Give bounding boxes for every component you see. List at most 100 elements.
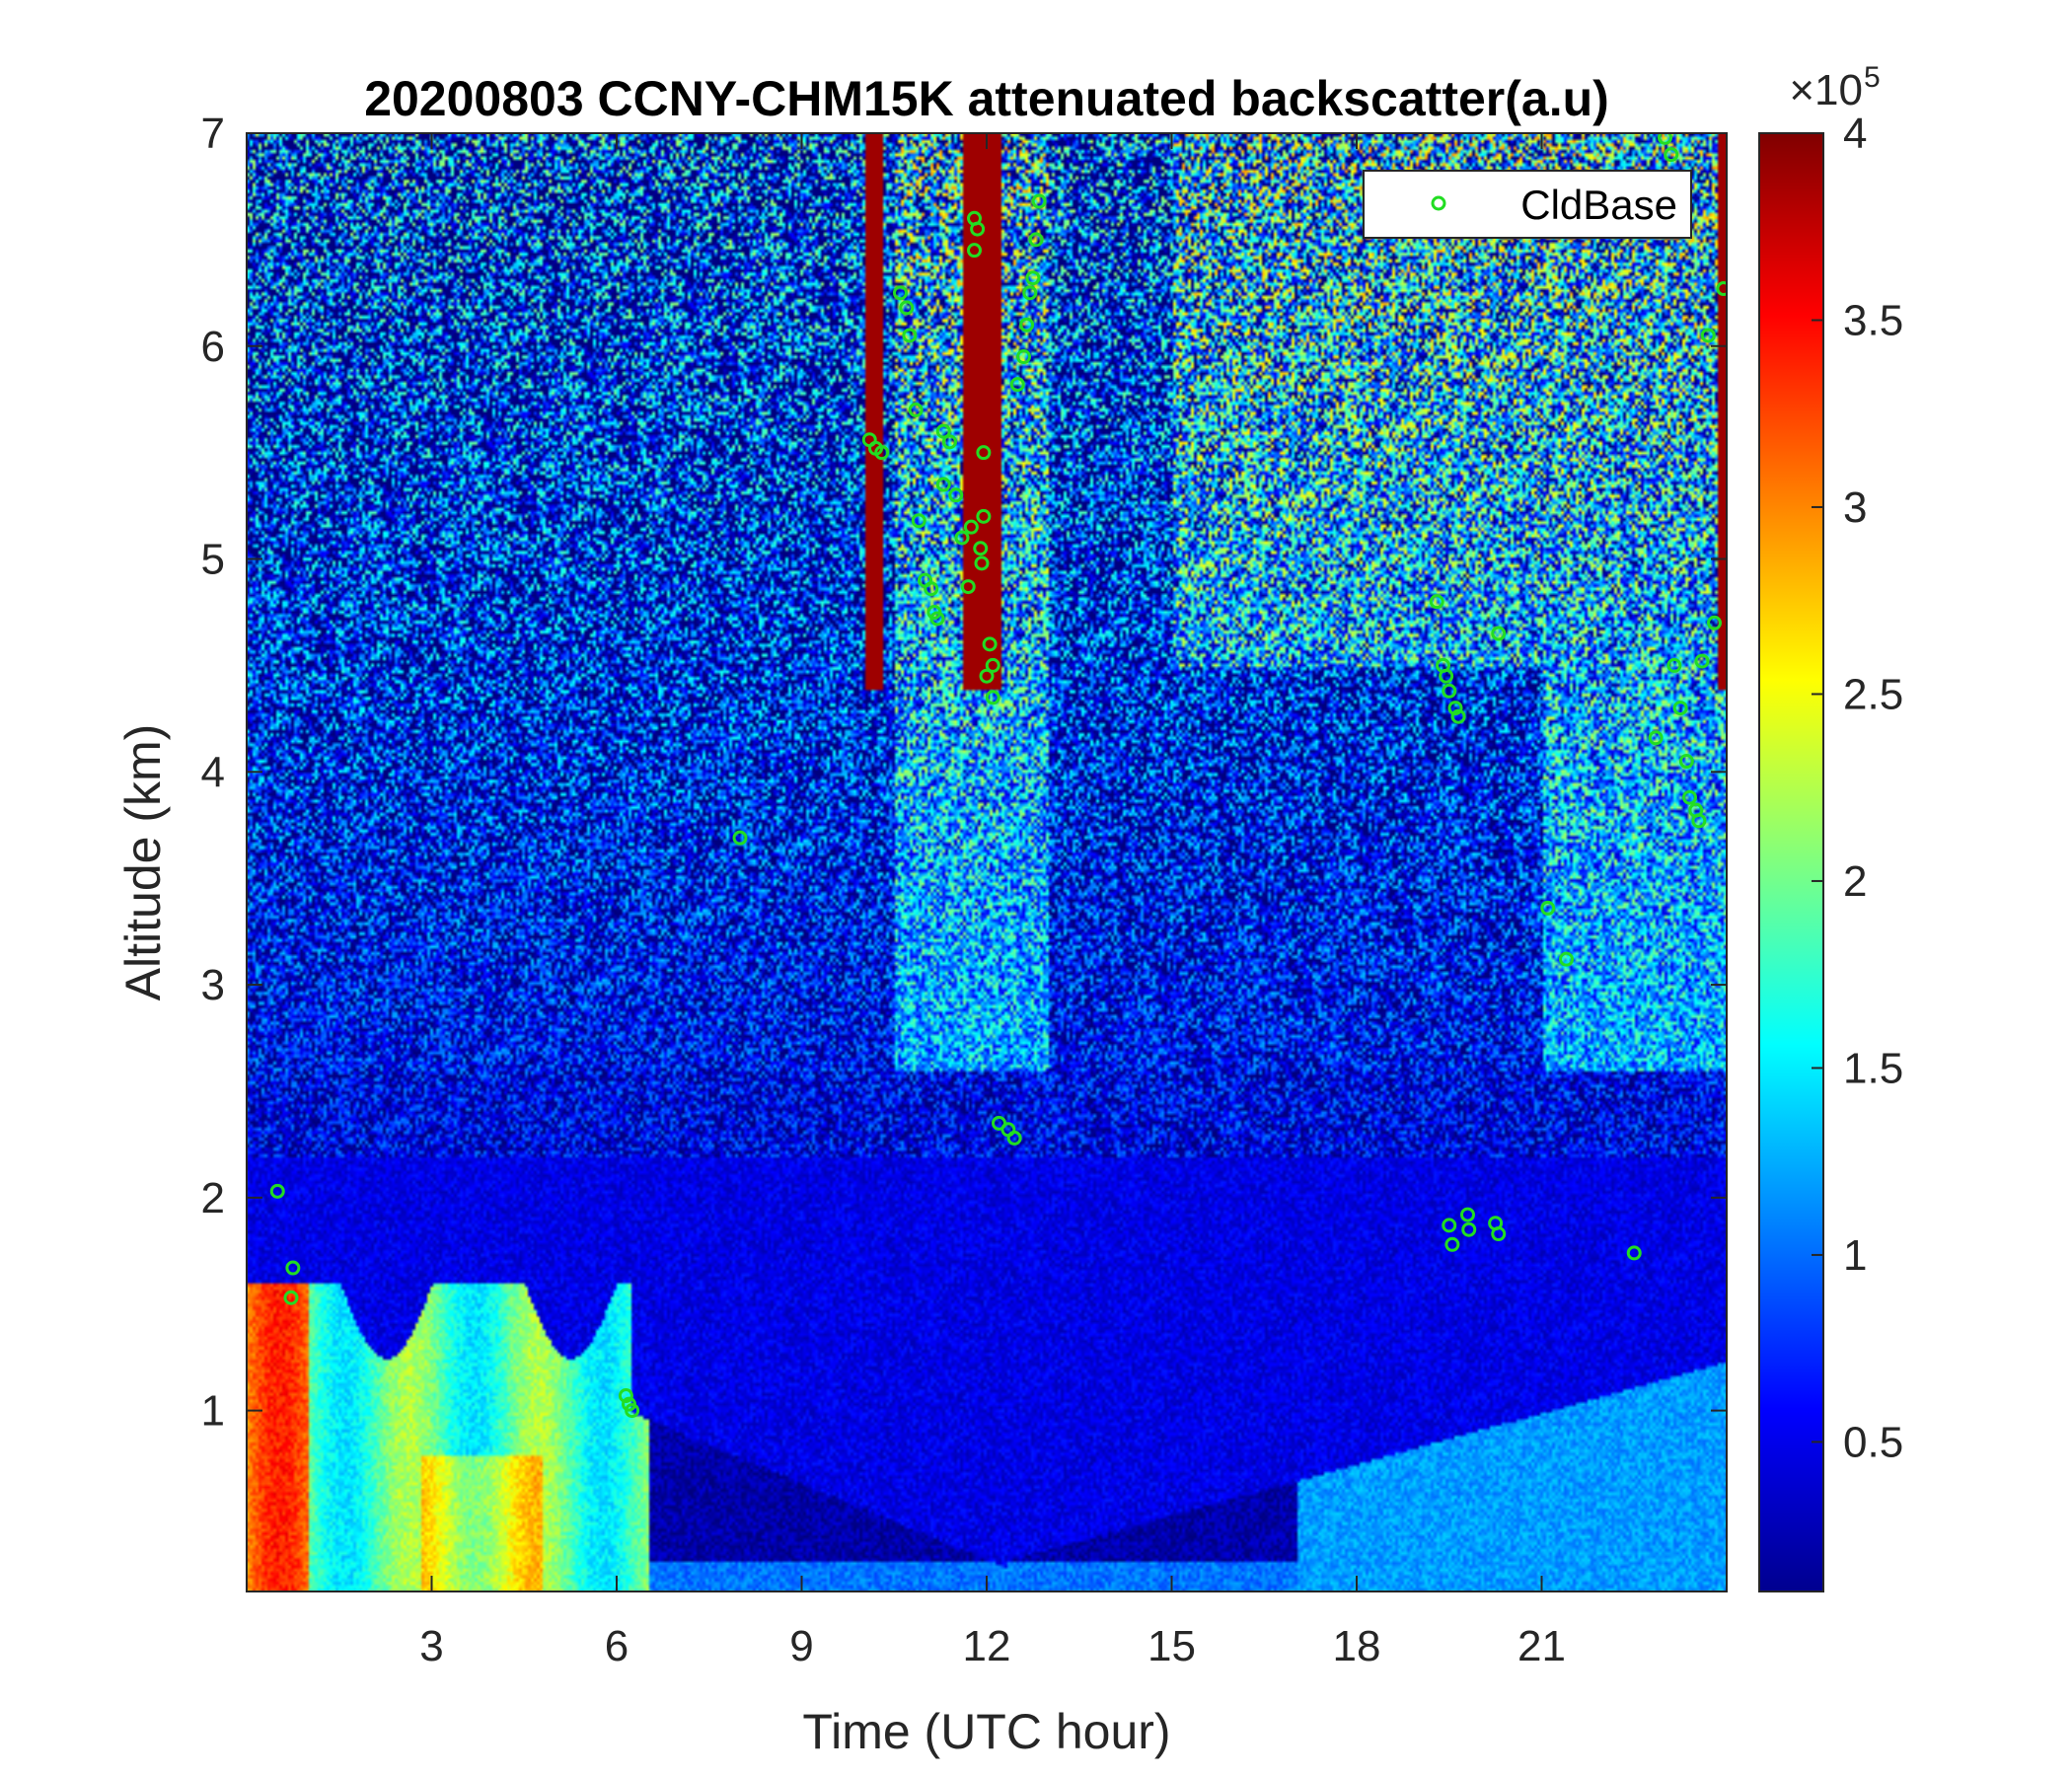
cldbase-marker <box>1491 626 1507 641</box>
x-tick-label: 9 <box>789 1622 813 1670</box>
cldbase-marker <box>1694 653 1710 669</box>
backscatter-heatmap <box>247 133 1727 1591</box>
cldbase-marker <box>924 581 939 597</box>
legend-marker-icon <box>1431 195 1446 211</box>
colorbar: 0.5 1 1.5 2 2.5 3 3.5 4 ×10 5 <box>1758 61 1903 1592</box>
colorbar-exponent-label: ×10 <box>1789 66 1863 114</box>
cldbase-marker <box>1442 683 1457 699</box>
cldbase-marker <box>1691 813 1707 829</box>
cldbase-marker <box>911 513 926 529</box>
cldbase-marker <box>979 668 995 684</box>
cldbase-marker <box>283 1290 299 1305</box>
cldbase-marker <box>1658 133 1672 145</box>
y-tick-label: 1 <box>201 1387 225 1436</box>
cldbase-marker <box>874 445 890 461</box>
cldbase-marker <box>1009 377 1025 393</box>
cldbase-marker <box>1006 1130 1022 1146</box>
colorbar-ticks: 0.5 1 1.5 2 2.5 3 3.5 4 <box>1812 110 1903 1466</box>
colorbar-tick-label: 1 <box>1843 1231 1867 1280</box>
cldbase-marker <box>963 519 979 535</box>
cldbase-marker <box>1682 789 1697 805</box>
colorbar-tick-label: 0.5 <box>1843 1418 1903 1466</box>
colorbar-tick-label: 4 <box>1843 110 1867 158</box>
cldbase-marker <box>893 285 908 301</box>
cldbase-marker <box>954 530 970 546</box>
colorbar-frame <box>1758 132 1824 1592</box>
colorbar-tick-label: 2.5 <box>1843 670 1903 718</box>
cldbase-marker <box>1700 328 1716 343</box>
cldbase-marker <box>1559 951 1574 967</box>
cldbase-marker <box>1028 232 1044 248</box>
colorbar-exponent-power: 5 <box>1864 61 1881 94</box>
cldbase-marker <box>1019 317 1035 333</box>
cldbase-marker <box>1450 708 1466 724</box>
colorbar-tick-label: 1.5 <box>1843 1044 1903 1092</box>
cldbase-marker <box>618 1387 633 1403</box>
cldbase-marker <box>269 1183 285 1199</box>
heatmap-plot-area <box>247 133 1727 1591</box>
x-tick-label: 15 <box>1147 1622 1196 1670</box>
cldbase-marker <box>974 555 990 571</box>
x-tick-label: 6 <box>605 1622 629 1670</box>
cldbase-series <box>269 133 1727 1419</box>
x-tick-label: 12 <box>963 1622 1011 1670</box>
cldbase-marker <box>1672 701 1688 716</box>
cldbase-marker <box>960 579 976 595</box>
cldbase-marker <box>967 243 982 259</box>
cldbase-marker <box>1461 1221 1477 1237</box>
y-tick-label: 6 <box>201 323 225 371</box>
colorbar-gradient <box>1759 133 1823 1591</box>
cldbase-marker <box>1540 900 1556 916</box>
cldbase-marker <box>942 434 957 450</box>
cldbase-marker <box>982 636 998 652</box>
cldbase-marker <box>1022 285 1038 301</box>
colorbar-tick-label: 3 <box>1843 483 1867 532</box>
cldbase-marker <box>1460 1207 1475 1222</box>
cldbase-marker <box>1442 1218 1457 1233</box>
cldbase-marker <box>1678 754 1694 770</box>
y-tick-label: 7 <box>201 110 225 158</box>
x-tick-label: 18 <box>1333 1622 1381 1670</box>
cldbase-marker <box>973 541 989 556</box>
colorbar-tick-label: 3.5 <box>1843 296 1903 344</box>
y-tick-label: 3 <box>201 961 225 1009</box>
legend-label-cldbase: CldBase <box>1520 182 1677 228</box>
cldbase-marker <box>1444 1236 1460 1252</box>
cldbase-marker <box>625 1403 640 1419</box>
cldbase-marker <box>1648 730 1664 746</box>
cldbase-marker <box>948 487 964 503</box>
cldbase-marker <box>908 402 924 417</box>
cldbase-marker <box>1716 281 1727 297</box>
cldbase-marker <box>976 508 992 524</box>
cldbase-marker <box>970 221 986 237</box>
colorbar-tick-label: 2 <box>1843 857 1867 906</box>
cldbase-marker <box>902 328 918 343</box>
cldbase-marker <box>935 423 951 439</box>
legend-box <box>1363 170 1692 239</box>
y-axis-label: Altitude (km) <box>115 724 171 1001</box>
cldbase-marker <box>1447 701 1463 716</box>
y-tick-label: 2 <box>201 1174 225 1222</box>
cldbase-marker <box>285 1260 301 1276</box>
x-tick-label: 21 <box>1517 1622 1566 1670</box>
cldbase-marker <box>1491 1226 1507 1242</box>
cldbase-marker <box>899 300 915 316</box>
x-tick-label: 3 <box>419 1622 443 1670</box>
x-axis: 3 6 9 12 15 18 21 <box>419 133 1566 1670</box>
cldbase-marker <box>1031 193 1047 209</box>
chart-title: 20200803 CCNY-CHM15K attenuated backscat… <box>364 71 1609 126</box>
cldbase-marker <box>1626 1245 1642 1261</box>
legend: CldBase <box>1363 170 1692 239</box>
cldbase-marker <box>1025 270 1041 286</box>
cldbase-marker <box>1666 657 1682 673</box>
cldbase-marker <box>1429 594 1444 610</box>
cldbase-marker <box>929 611 945 627</box>
cldbase-marker <box>985 657 1000 673</box>
cldbase-marker <box>976 445 992 461</box>
y-tick-label: 4 <box>201 748 225 796</box>
cldbase-marker <box>1016 349 1031 365</box>
cldbase-marker <box>732 830 748 846</box>
cldbase-marker <box>1664 147 1679 163</box>
x-axis-label: Time (UTC hour) <box>802 1704 1170 1759</box>
